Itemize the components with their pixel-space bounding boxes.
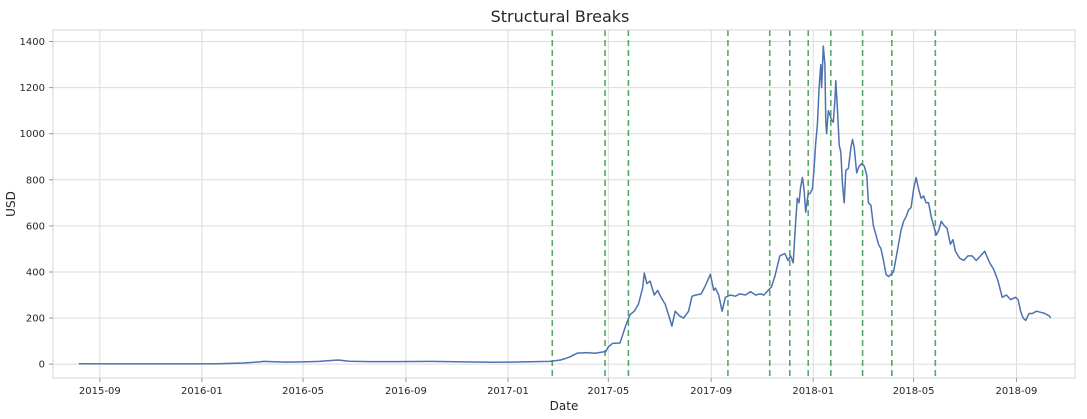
x-tick-label: 2018-09 [996, 386, 1038, 397]
x-tick-label: 2017-05 [587, 386, 629, 397]
plot-frame [52, 29, 1076, 379]
y-tick-label: 1400 [20, 37, 45, 48]
x-tick-label: 2015-09 [79, 386, 121, 397]
structural-break-lines [551, 30, 937, 378]
x-tick-label: 2018-01 [792, 386, 834, 397]
x-tick-label: 2017-09 [690, 386, 732, 397]
y-tick-label: 400 [26, 267, 45, 278]
x-tick-label: 2016-05 [282, 386, 324, 397]
y-tick-label: 600 [26, 221, 45, 232]
y-tick-label: 800 [26, 175, 45, 186]
x-tick-label: 2017-01 [487, 386, 529, 397]
x-axis-label: Date [550, 399, 579, 413]
y-axis: 0 200 400 600 800 1000 1200 1400 [20, 37, 53, 371]
y-tick-label: 1000 [20, 129, 45, 140]
y-tick-label: 200 [26, 314, 45, 325]
x-tick-label: 2018-05 [893, 386, 935, 397]
x-tick-label: 2016-01 [181, 386, 223, 397]
chart-title: Structural Breaks [491, 7, 630, 26]
grid [53, 30, 1075, 378]
x-axis: 2015-09 2016-01 2016-05 2016-09 2017-01 2017-… [79, 378, 1037, 397]
price-series-line [78, 45, 1052, 365]
x-tick-label: 2016-09 [385, 386, 427, 397]
y-axis-label: USD [4, 191, 18, 217]
series-layer [78, 45, 1052, 365]
y-tick-label: 1200 [20, 83, 45, 94]
y-tick-label: 0 [39, 360, 45, 371]
